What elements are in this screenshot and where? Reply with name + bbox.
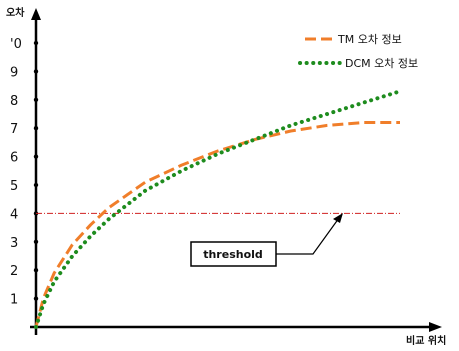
y-tick-label: 3 <box>10 236 18 251</box>
y-tick-label: '0 <box>10 37 22 52</box>
threshold-group: threshold <box>36 212 400 267</box>
y-ticks: 1 2 3 4 5 6 7 8 9 '0 <box>10 37 39 308</box>
y-axis-arrow-icon <box>31 8 41 20</box>
y-tick-label: 5 <box>10 179 18 194</box>
legend-label: TM 오차 정보 <box>337 33 402 46</box>
y-tick-label: 7 <box>10 122 18 137</box>
y-tick-mark <box>33 40 39 46</box>
series-line-2 <box>34 89 402 329</box>
axes <box>30 8 442 335</box>
y-tick-mark <box>33 268 39 273</box>
y-tick-label: 2 <box>10 264 18 279</box>
x-axis-arrow-icon <box>429 322 442 332</box>
legend: TM 오차 정보 DCM 오차 정보 <box>298 33 418 70</box>
y-tick-mark <box>33 296 39 301</box>
y-tick-label: 6 <box>10 151 18 166</box>
y-tick-label: 8 <box>10 94 18 109</box>
y-tick-label: 4 <box>10 207 18 222</box>
threshold-callout-line <box>276 217 340 255</box>
y-tick-label: 9 <box>10 65 18 80</box>
y-tick-mark <box>33 97 39 103</box>
y-tick-mark <box>33 126 39 131</box>
y-tick-mark <box>33 69 39 74</box>
y-tick-mark <box>33 239 39 244</box>
x-axis-title: 비교 위치 <box>406 334 446 347</box>
y-tick-mark <box>33 182 39 188</box>
y-tick-label: 1 <box>10 293 18 308</box>
series-group <box>34 89 402 329</box>
y-axis-title: 오차 <box>6 6 25 19</box>
callout-arrow-icon <box>333 213 343 223</box>
legend-label: DCM 오차 정보 <box>345 57 418 70</box>
y-tick-mark <box>33 154 39 159</box>
series-line-1 <box>34 121 400 328</box>
threshold-label: threshold <box>203 248 263 261</box>
